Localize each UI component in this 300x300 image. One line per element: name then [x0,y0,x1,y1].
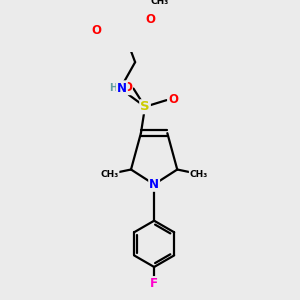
Text: CH₃: CH₃ [100,170,119,179]
Text: N: N [149,178,159,191]
Text: CH₃: CH₃ [151,0,169,5]
Text: CH₃: CH₃ [190,170,208,179]
Text: S: S [140,100,150,113]
Text: N: N [117,82,127,95]
Text: H: H [109,83,117,93]
Text: O: O [122,81,132,94]
Text: O: O [168,93,178,106]
Text: O: O [145,13,155,26]
Text: O: O [91,24,101,37]
Text: F: F [150,277,158,290]
